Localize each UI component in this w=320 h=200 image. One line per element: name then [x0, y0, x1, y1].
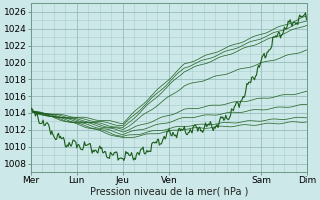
X-axis label: Pression niveau de la mer( hPa ): Pression niveau de la mer( hPa ): [90, 187, 248, 197]
